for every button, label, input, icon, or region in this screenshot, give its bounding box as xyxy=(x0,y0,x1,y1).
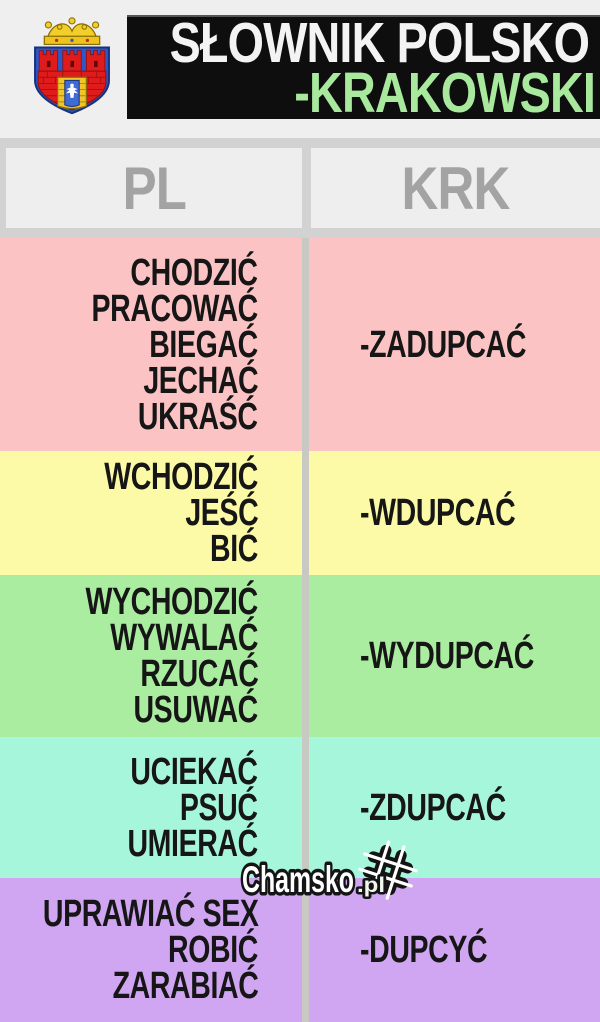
table-body: CHODZIĆ PRACOWAĆ BIEGAĆ JECHAĆ UKRAŚĆ -ZADUPC… xyxy=(0,238,600,1022)
table-row: UCIEKAĆ PSUĆ UMIERAĆ -ZDUPCAĆ xyxy=(0,737,600,878)
column-divider xyxy=(302,451,309,575)
title-banner: SŁOWNIK POLSKO -KRAKOWSKI xyxy=(127,11,600,125)
krk-word: -ZDUPCAĆ xyxy=(360,786,506,829)
pl-word: UMIERAĆ xyxy=(127,822,259,865)
table-row: UPRAWIAĆ SEX ROBIĆ ZARABIAĆ -DUPCYĆ xyxy=(0,878,600,1022)
pl-word: RZUCAĆ xyxy=(139,653,258,695)
title-line-2: -KRAKOWSKI xyxy=(294,61,596,125)
column-header-row: PL KRK xyxy=(0,138,600,238)
krk-cell: -DUPCYĆ xyxy=(309,878,600,1022)
krk-cell: -ZDUPCAĆ xyxy=(309,737,600,878)
pl-word: WYCHODZIĆ xyxy=(85,581,259,623)
title-line-1: SŁOWNIK POLSKO xyxy=(169,11,590,75)
pl-word: ZARABIAĆ xyxy=(112,965,258,1007)
krk-cell: -WDUPCAĆ xyxy=(309,451,600,575)
watermark-site-text: Chamsko xyxy=(242,859,354,900)
watermark-tld-text: .pl xyxy=(357,874,385,897)
pl-cell: WCHODZIĆ JEŚĆ BIĆ xyxy=(0,451,302,575)
pl-cell: CHODZIĆ PRACOWAĆ BIEGAĆ JECHAĆ UKRAŚĆ xyxy=(0,238,302,451)
column-header-pl: PL xyxy=(6,148,302,228)
krk-cell: -WYDUPCAĆ xyxy=(309,575,600,737)
pl-word: WYWALAĆ xyxy=(110,617,258,659)
pl-cell: UPRAWIAĆ SEX ROBIĆ ZARABIAĆ xyxy=(0,878,302,1022)
pl-cell: WYCHODZIĆ WYWALAĆ RZUCAĆ USUWAĆ xyxy=(0,575,302,737)
tilted-hash-logo-icon xyxy=(358,840,418,900)
pl-word: BIEGAĆ xyxy=(149,323,258,366)
krk-word: -WYDUPCAĆ xyxy=(360,635,534,677)
column-divider xyxy=(302,575,309,737)
table-row: WCHODZIĆ JEŚĆ BIĆ -WDUPCAĆ xyxy=(0,451,600,575)
krk-word: -ZADUPCAĆ xyxy=(360,323,527,366)
pl-word: UPRAWIAĆ SEX xyxy=(42,893,258,935)
pl-word: CHODZIĆ xyxy=(130,251,259,294)
pl-word: ROBIĆ xyxy=(168,929,258,971)
column-divider xyxy=(302,238,309,451)
pl-cell: UCIEKAĆ PSUĆ UMIERAĆ xyxy=(0,737,302,878)
krakow-coat-of-arms-icon xyxy=(34,17,110,115)
header: SŁOWNIK POLSKO -KRAKOWSKI xyxy=(0,0,600,138)
pl-word: PSUĆ xyxy=(180,786,258,829)
pl-word: JEŚĆ xyxy=(185,492,258,534)
watermark: Chamsko .pl xyxy=(236,838,436,914)
column-header-krk-label: KRK xyxy=(401,154,511,222)
table-row: WYCHODZIĆ WYWALAĆ RZUCAĆ USUWAĆ -WYDUPCAĆ xyxy=(0,575,600,737)
pl-word: UCIEKAĆ xyxy=(130,750,259,793)
column-header-krk: KRK xyxy=(311,148,600,228)
column-divider xyxy=(302,878,309,1022)
table-row: CHODZIĆ PRACOWAĆ BIEGAĆ JECHAĆ UKRAŚĆ -ZADUPC… xyxy=(0,238,600,451)
krk-word: -WDUPCAĆ xyxy=(360,492,516,534)
column-header-pl-label: PL xyxy=(122,154,186,222)
krk-word: -DUPCYĆ xyxy=(360,929,488,971)
column-divider xyxy=(302,737,309,878)
krk-cell: -ZADUPCAĆ xyxy=(309,238,600,451)
pl-word: PRACOWAĆ xyxy=(91,287,259,330)
pl-word: UKRAŚĆ xyxy=(138,395,258,438)
pl-word: WCHODZIĆ xyxy=(104,456,258,498)
pl-word: BIĆ xyxy=(210,528,258,570)
pl-word: JECHAĆ xyxy=(143,359,258,402)
pl-word: USUWAĆ xyxy=(133,689,259,731)
